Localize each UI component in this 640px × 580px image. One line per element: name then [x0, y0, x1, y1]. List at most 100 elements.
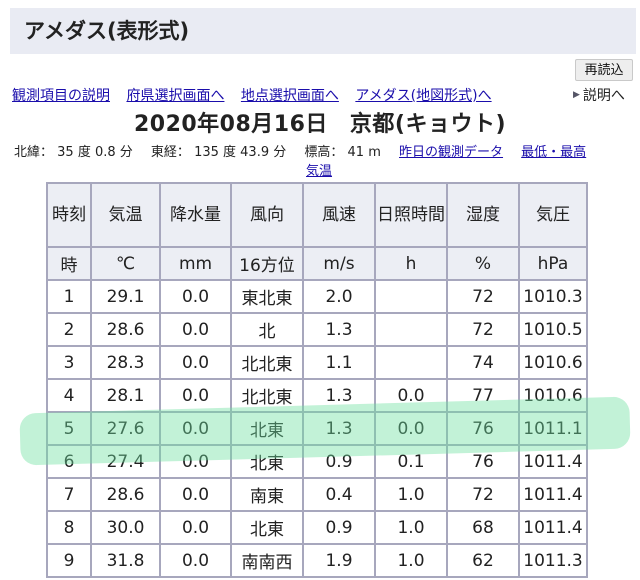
link-yesterday-data[interactable]: 昨日の観測データ [399, 145, 504, 160]
lat-value: 35 度 0.8 分 [57, 145, 133, 160]
table-cell: 1011.4 [520, 512, 586, 543]
unit-cell: m/s [304, 248, 374, 279]
column-header: 湿度 [448, 184, 518, 246]
table-cell: 3 [48, 347, 90, 378]
reload-button[interactable]: 再読込 [575, 59, 633, 81]
column-header: 降水量 [161, 184, 230, 246]
table-cell: 0.0 [161, 347, 230, 378]
table-cell: 0.4 [304, 479, 374, 510]
table-cell: 0.0 [376, 380, 446, 411]
table-cell: 76 [448, 446, 518, 477]
table-cell: 62 [448, 545, 518, 576]
unit-cell: 時 [48, 248, 90, 279]
unit-cell: h [376, 248, 446, 279]
column-header: 気圧 [520, 184, 586, 246]
link-prefecture-select[interactable]: 府県選択画面へ [126, 88, 225, 104]
station-info: 北緯： 35 度 0.8 分 東経： 135 度 43.9 分 標高： 41 m… [14, 143, 634, 181]
table-cell: 0.0 [376, 413, 446, 444]
table-row: 1 29.1 0.0 東北東 2.0 72 1010.3 [48, 281, 586, 312]
table-cell [376, 281, 446, 312]
table-cell: 東北東 [232, 281, 302, 312]
table-cell: 7 [48, 479, 90, 510]
table-row: 3 28.3 0.0 北北東 1.1 74 1010.6 [48, 347, 586, 378]
table-row: 7 28.6 0.0 南東 0.4 1.0 72 1011.4 [48, 479, 586, 510]
table-cell: 29.1 [92, 281, 159, 312]
table-row: 8 30.0 0.0 北東 0.9 1.0 68 1011.4 [48, 512, 586, 543]
table-cell: 北 [232, 314, 302, 345]
table-cell: 1010.3 [520, 281, 586, 312]
link-amedas-map[interactable]: アメダス(地図形式)へ [355, 88, 492, 104]
table-cell: 1 [48, 281, 90, 312]
table-cell: 0.0 [161, 479, 230, 510]
lon-value: 135 度 43.9 分 [194, 145, 287, 160]
unit-cell: ℃ [92, 248, 159, 279]
table-cell: 28.1 [92, 380, 159, 411]
table-cell: 28.6 [92, 479, 159, 510]
explain-label: 説明へ [582, 88, 625, 104]
triangle-right-icon: ▶ [573, 90, 580, 100]
table-cell: 31.8 [92, 545, 159, 576]
table-cell: 北東 [232, 446, 302, 477]
table-cell: 北東 [232, 512, 302, 543]
column-header: 気温 [92, 184, 159, 246]
table-cell: 1010.6 [520, 347, 586, 378]
unit-cell: mm [161, 248, 230, 279]
column-header: 風向 [232, 184, 302, 246]
table-cell: 1.3 [304, 413, 374, 444]
unit-cell: % [448, 248, 518, 279]
observation-table: 時刻 気温 降水量 風向 風速 日照時間 湿度 気圧時 ℃ mm 16方位 m/s h% hPa 1 29.1… [46, 182, 588, 578]
table-cell: 0.0 [161, 545, 230, 576]
table-cell: 5 [48, 413, 90, 444]
explain-link[interactable]: ▶ 説明へ [573, 85, 625, 105]
table-cell: 68 [448, 512, 518, 543]
table-cell: 0.9 [304, 446, 374, 477]
table-cell: 27.4 [92, 446, 159, 477]
table-cell: 72 [448, 314, 518, 345]
link-min-max-temp-cont[interactable]: 気温 [306, 164, 333, 179]
table-cell: 1.0 [376, 545, 446, 576]
table-cell: 0.0 [161, 512, 230, 543]
table-cell: 9 [48, 545, 90, 576]
table-cell: 1.0 [376, 479, 446, 510]
column-header: 時刻 [48, 184, 90, 246]
table-cell: 2 [48, 314, 90, 345]
table-cell: 0.0 [161, 446, 230, 477]
table-cell: 1011.3 [520, 545, 586, 576]
table-cell: 1.1 [304, 347, 374, 378]
column-header: 日照時間 [376, 184, 446, 246]
table-row: 4 28.1 0.0 北北東 1.3 0.0 77 1010.6 [48, 380, 586, 411]
table-cell: 4 [48, 380, 90, 411]
table-cell: 0.0 [161, 413, 230, 444]
table-cell: 1.0 [376, 512, 446, 543]
table-cell: 8 [48, 512, 90, 543]
table-cell: 1.3 [304, 314, 374, 345]
table-cell: 77 [448, 380, 518, 411]
table-cell: 6 [48, 446, 90, 477]
unit-cell: 16方位 [232, 248, 302, 279]
table-cell: 北東 [232, 413, 302, 444]
column-header: 風速 [304, 184, 374, 246]
table-cell: 30.0 [92, 512, 159, 543]
table-cell: 北北東 [232, 347, 302, 378]
table-cell: 1010.5 [520, 314, 586, 345]
table-cell: 0.0 [161, 314, 230, 345]
link-station-select[interactable]: 地点選択画面へ [240, 88, 339, 104]
table-cell: 1.9 [304, 545, 374, 576]
table-cell: 72 [448, 281, 518, 312]
table-cell: 0.9 [304, 512, 374, 543]
link-min-max-temp[interactable]: 最低・最高 [521, 145, 587, 160]
table-row: 2 28.6 0.0 北 1.3 72 1010.5 [48, 314, 586, 345]
lon-label: 東経： [150, 145, 190, 160]
table-cell: 76 [448, 413, 518, 444]
table-cell: 北北東 [232, 380, 302, 411]
observation-heading: 2020年08月16日 京都(キョウト) [0, 106, 640, 138]
table-cell: 1011.4 [520, 446, 586, 477]
link-item-description[interactable]: 観測項目の説明 [12, 88, 110, 104]
table-cell: 南南西 [232, 545, 302, 576]
table-cell: 74 [448, 347, 518, 378]
table-cell: 72 [448, 479, 518, 510]
table-header-row: 時刻 気温 降水量 風向 風速 日照時間 湿度 気圧 [48, 184, 586, 246]
table-cell: 2.0 [304, 281, 374, 312]
table-cell: 0.0 [161, 380, 230, 411]
table-cell: 1011.4 [520, 479, 586, 510]
